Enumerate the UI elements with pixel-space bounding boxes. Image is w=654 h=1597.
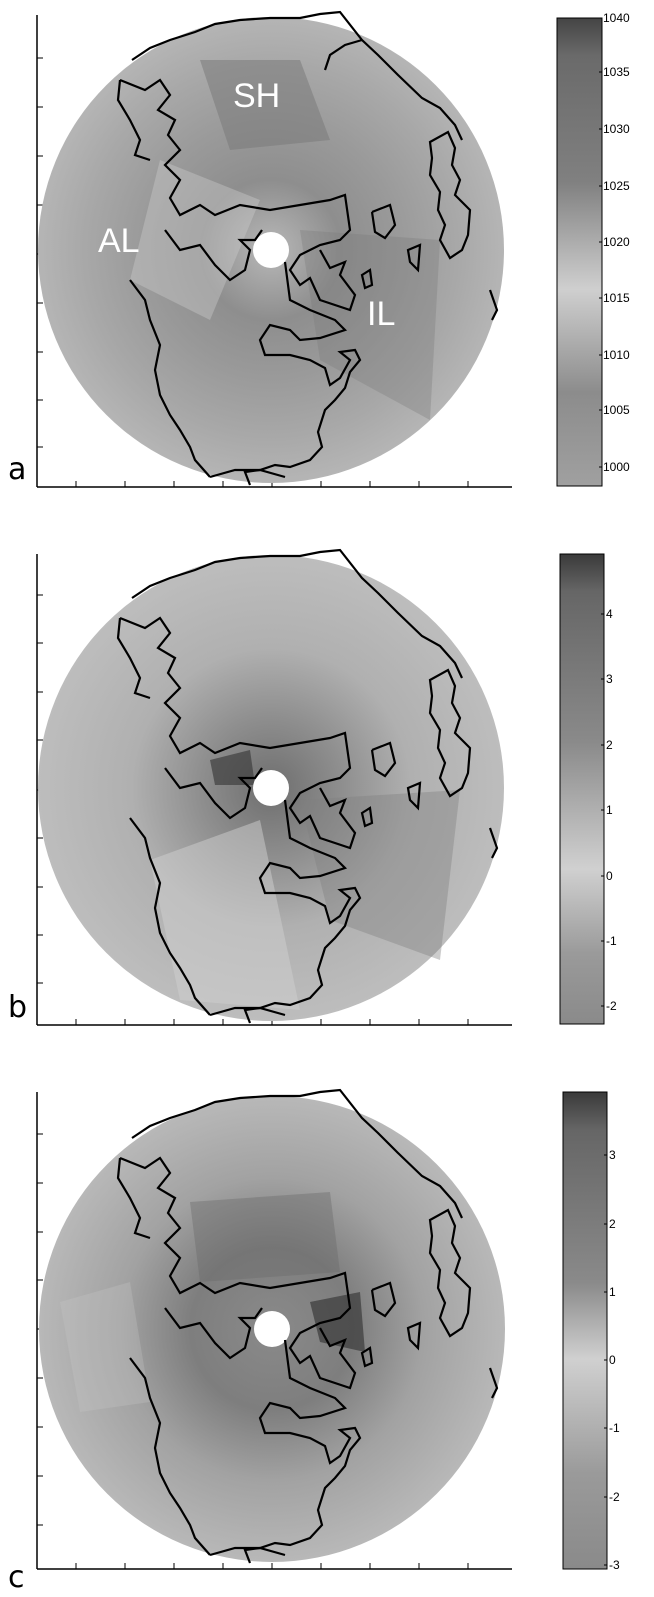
- colorbar-c-tick: 0: [609, 1353, 616, 1367]
- colorbar-c-tick: 1: [609, 1285, 616, 1299]
- colorbar-a-tick: 1020: [603, 235, 630, 249]
- colorbar-b-tick: -2: [606, 999, 617, 1013]
- panel-label-a: a: [8, 452, 27, 487]
- coastline: [116, 548, 499, 1024]
- panel-label-b: b: [8, 990, 28, 1025]
- colorbar-a-tick: 1000: [603, 460, 630, 474]
- colorbar-a-tick: 1005: [603, 403, 630, 417]
- colorbar-c-tick: -2: [609, 1490, 620, 1504]
- panel-a-plot: SH AL IL 1040 1035 1030 1025 1020 1015 1…: [36, 10, 630, 488]
- colorbar-b-tick: 4: [606, 607, 613, 621]
- colorbar-c-tick: 3: [609, 1148, 616, 1162]
- panel-c: 3 2 1 0 -1 -2 -3 c: [0, 1082, 654, 1597]
- colorbar-a-tick: 1035: [603, 65, 630, 79]
- axis-ticks: [37, 57, 469, 487]
- colorbar-a-tick: 1010: [603, 348, 630, 362]
- colorbar-c-tick: -1: [609, 1421, 620, 1435]
- coastline: [116, 1088, 499, 1564]
- colorbar-b-tick: 0: [606, 869, 613, 883]
- colorbar-a-tick: 1040: [603, 11, 630, 25]
- colorbar-c-tick: 2: [609, 1217, 616, 1231]
- colorbar-c: [562, 1091, 608, 1570]
- coastline: [116, 10, 499, 486]
- colorbar-b-tick: 3: [606, 672, 613, 686]
- panel-a: SH AL IL 1040 1035 1030 1025 1020 1015 1…: [0, 0, 654, 510]
- colorbar-c-tick: -3: [609, 1558, 620, 1572]
- colorbar-a-tick: 1015: [603, 291, 630, 305]
- colorbar-b-tick: 1: [606, 803, 613, 817]
- colorbar-b-tick: 2: [606, 738, 613, 752]
- pole-hole: [253, 232, 289, 268]
- region-label-sh: SH: [233, 77, 280, 115]
- panel-label-c: c: [8, 1560, 25, 1595]
- colorbar-a: [556, 17, 603, 487]
- colorbar-a-tick: 1030: [603, 122, 630, 136]
- region-label-al: AL: [98, 222, 140, 260]
- region-label-il: IL: [367, 295, 395, 333]
- panel-b-plot: 4 3 2 1 0 -1 -2: [36, 548, 617, 1026]
- panel-c-plot: 3 2 1 0 -1 -2 -3: [36, 1088, 620, 1572]
- panel-b: 4 3 2 1 0 -1 -2 b: [0, 540, 654, 1040]
- colorbar-b: [559, 553, 605, 1025]
- colorbar-b-tick: -1: [606, 934, 617, 948]
- colorbar-a-tick: 1025: [603, 179, 630, 193]
